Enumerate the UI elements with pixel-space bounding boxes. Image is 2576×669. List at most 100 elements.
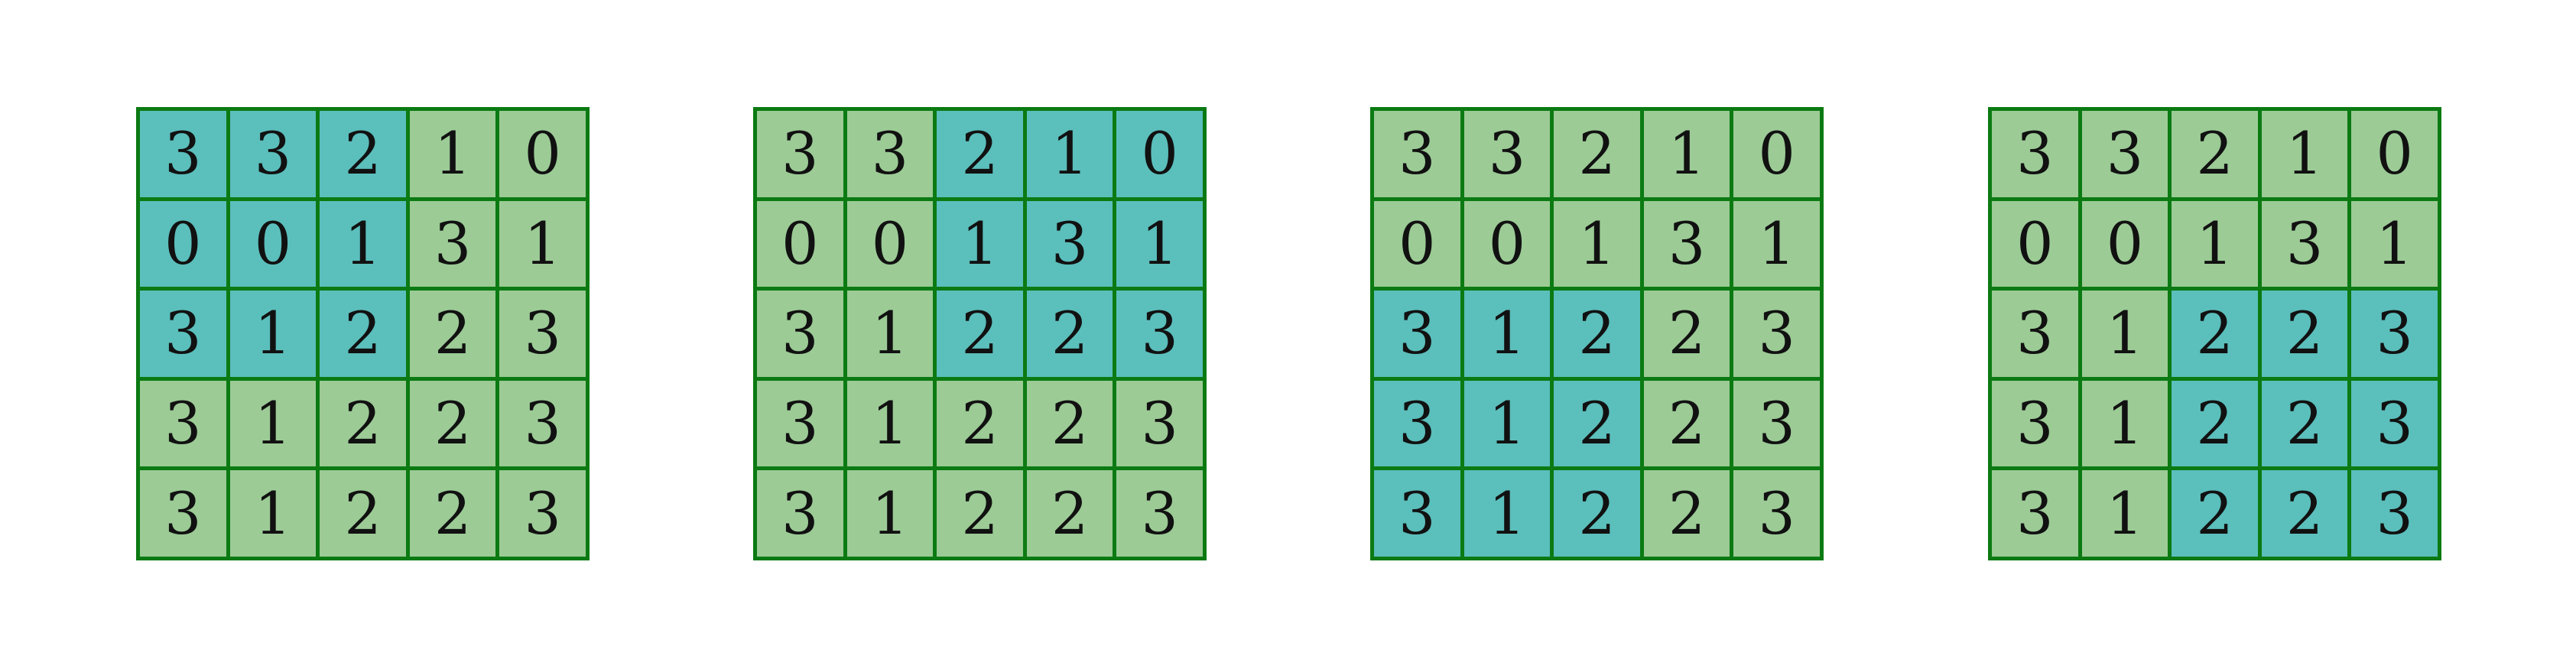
highlighted-cell: 3 — [140, 111, 226, 197]
grid-cell: 0 — [757, 200, 843, 287]
highlighted-cell: 2 — [2261, 470, 2348, 557]
highlighted-cell: 2 — [1554, 470, 1640, 557]
grid-cell: 2 — [1554, 111, 1640, 197]
highlighted-cell: 3 — [2351, 470, 2438, 557]
grid-cell: 3 — [1733, 380, 1820, 467]
grid-cell: 0 — [1992, 200, 2078, 287]
grid-cell: 2 — [409, 291, 496, 377]
grid-cell: 2 — [409, 380, 496, 467]
highlighted-cell: 2 — [2172, 470, 2258, 557]
highlighted-cell: 1 — [1116, 200, 1203, 287]
highlighted-cell: 1 — [937, 200, 1023, 287]
highlighted-cell: 1 — [1463, 291, 1551, 377]
grid-cell: 1 — [2081, 380, 2168, 467]
grid-cell: 3 — [1374, 111, 1460, 197]
grid-cell: 3 — [757, 291, 843, 377]
grid-cell: 3 — [1992, 470, 2078, 557]
grid-cell: 1 — [2172, 200, 2258, 287]
grid-cell: 0 — [1374, 200, 1460, 287]
grid-cell: 1 — [229, 380, 317, 467]
grid-cell: 3 — [846, 111, 934, 197]
grid-cell: 3 — [757, 380, 843, 467]
grid-cell: 3 — [757, 470, 843, 557]
grid-cell: 1 — [846, 380, 934, 467]
grid-cell: 1 — [846, 470, 934, 557]
grid-cell: 0 — [846, 200, 934, 287]
grid-cell: 1 — [2351, 200, 2438, 287]
grid-cell: 3 — [499, 291, 586, 377]
highlighted-cell: 3 — [1374, 470, 1460, 557]
highlighted-cell: 2 — [937, 291, 1023, 377]
highlighted-cell: 1 — [320, 200, 406, 287]
grid-cell: 3 — [1992, 111, 2078, 197]
highlighted-cell: 0 — [1116, 111, 1203, 197]
grid-cell: 2 — [409, 470, 496, 557]
grid-cell: 1 — [2261, 111, 2348, 197]
grid-cell: 2 — [1643, 470, 1730, 557]
highlighted-cell: 3 — [1374, 380, 1460, 467]
grid-cell: 0 — [1733, 111, 1820, 197]
grid-cell: 3 — [140, 380, 226, 467]
highlighted-cell: 1 — [1026, 111, 1113, 197]
highlighted-cell: 3 — [1026, 200, 1113, 287]
highlighted-cell: 2 — [937, 111, 1023, 197]
highlighted-cell: 0 — [140, 200, 226, 287]
grid-cell: 3 — [1733, 291, 1820, 377]
highlighted-cell: 1 — [229, 291, 317, 377]
highlighted-cell: 2 — [2261, 380, 2348, 467]
highlighted-cell: 1 — [1463, 380, 1551, 467]
grid-cell: 2 — [1643, 291, 1730, 377]
grid-cell: 3 — [1992, 380, 2078, 467]
highlighted-cell: 2 — [320, 291, 406, 377]
grid-cell: 3 — [409, 200, 496, 287]
grid-cell: 2 — [937, 470, 1023, 557]
grid-cell: 1 — [499, 200, 586, 287]
highlighted-cell: 3 — [1374, 291, 1460, 377]
grid-cell: 3 — [1116, 380, 1203, 467]
grid-cell: 3 — [1992, 291, 2078, 377]
grid-cell: 3 — [1643, 200, 1730, 287]
grid-cell: 1 — [1733, 200, 1820, 287]
grid-cell: 3 — [140, 470, 226, 557]
grid-cell: 2 — [1643, 380, 1730, 467]
grid-cell: 3 — [2081, 111, 2168, 197]
grid-cell: 2 — [1026, 380, 1113, 467]
grid-cell: 3 — [1733, 470, 1820, 557]
grid-cell: 3 — [499, 380, 586, 467]
grid-cell: 2 — [320, 470, 406, 557]
highlighted-cell: 2 — [1554, 380, 1640, 467]
highlighted-cell: 3 — [1116, 291, 1203, 377]
highlighted-cell: 2 — [1554, 291, 1640, 377]
grid-cell: 1 — [846, 291, 934, 377]
highlighted-cell: 2 — [2261, 291, 2348, 377]
grid-cell: 3 — [1116, 470, 1203, 557]
highlighted-cell: 2 — [1026, 291, 1113, 377]
grid-cell: 2 — [320, 380, 406, 467]
grid-cell: 0 — [499, 111, 586, 197]
grid-cell: 0 — [1463, 200, 1551, 287]
highlighted-cell: 3 — [2351, 291, 2438, 377]
grid-cell: 1 — [1643, 111, 1730, 197]
highlighted-cell: 3 — [2351, 380, 2438, 467]
highlighted-cell: 1 — [1463, 470, 1551, 557]
grid-cell: 1 — [409, 111, 496, 197]
highlighted-cell: 3 — [229, 111, 317, 197]
grid-cell: 3 — [2261, 200, 2348, 287]
grid-cell: 1 — [2081, 470, 2168, 557]
grid-cell: 1 — [2081, 291, 2168, 377]
grid-cell: 0 — [2081, 200, 2168, 287]
grid-cell: 2 — [937, 380, 1023, 467]
highlighted-cell: 0 — [229, 200, 317, 287]
grid-cell: 3 — [1463, 111, 1551, 197]
grid-cell: 0 — [2351, 111, 2438, 197]
grid-cell: 2 — [1026, 470, 1113, 557]
grid-cell: 3 — [757, 111, 843, 197]
highlighted-cell: 3 — [140, 291, 226, 377]
highlighted-cell: 2 — [2172, 380, 2258, 467]
highlighted-cell: 2 — [2172, 291, 2258, 377]
grid-cell: 1 — [229, 470, 317, 557]
